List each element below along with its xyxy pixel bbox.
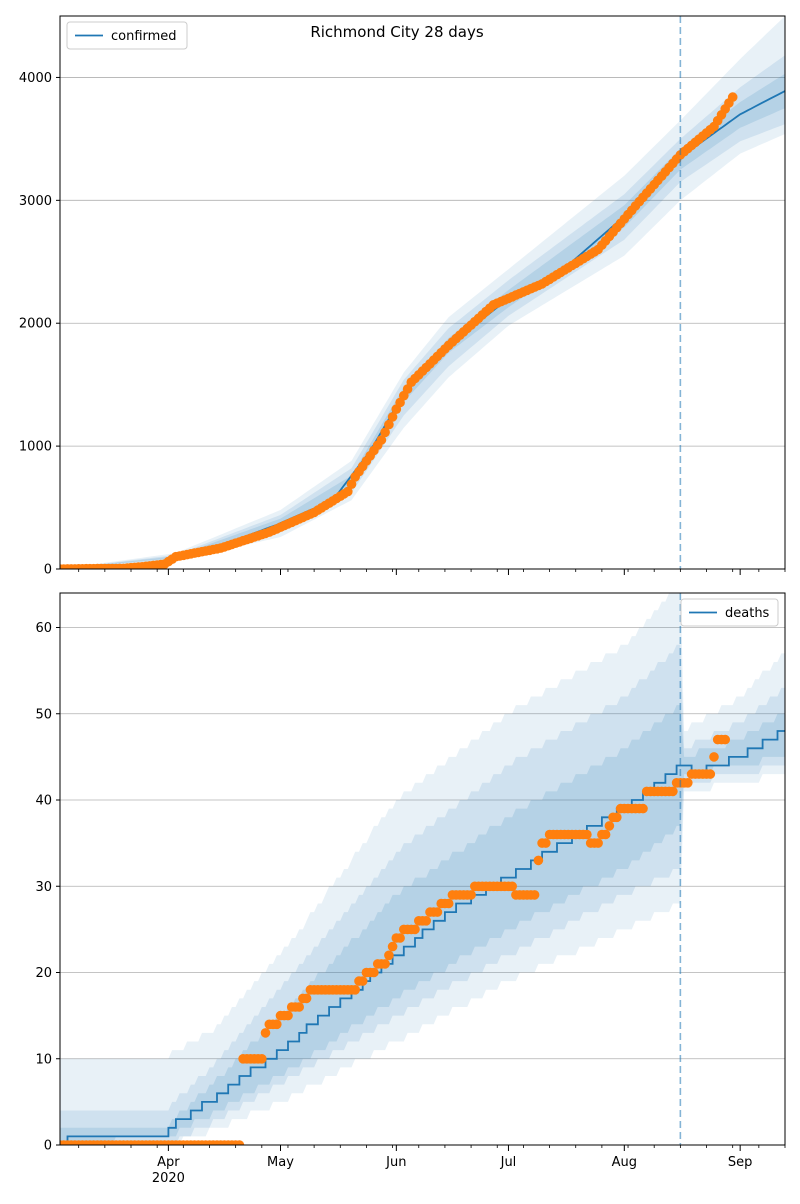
y-tick-label: 30 (35, 880, 52, 895)
x-tick-sublabel: 2020 (152, 1171, 185, 1186)
legend-label: deaths (725, 606, 770, 621)
observed-point (432, 907, 443, 917)
observed-point (709, 752, 719, 762)
observed-point (380, 959, 390, 969)
observed-point (301, 993, 312, 1004)
legend-label: confirmed (111, 29, 177, 44)
observed-point (593, 838, 603, 848)
observed-point (466, 890, 476, 900)
observed-point (384, 419, 394, 430)
uncertainty-band (60, 644, 785, 1145)
plot-area (60, 593, 785, 1145)
y-tick-label: 0 (44, 1139, 52, 1154)
observed-point (443, 898, 454, 909)
observed-point (720, 734, 730, 745)
observed-point (395, 933, 405, 943)
observed-point (376, 435, 387, 445)
observed-point (234, 1140, 245, 1145)
observed-point (384, 950, 394, 961)
observed-point (705, 769, 716, 779)
observed-point (346, 479, 357, 490)
observed-point (257, 1054, 267, 1064)
y-tick-label: 1000 (19, 440, 52, 455)
y-tick-label: 3000 (19, 194, 52, 209)
observed-point (507, 881, 517, 892)
observed-point (343, 486, 353, 497)
uncertainty-band (60, 593, 785, 1145)
y-tick-label: 2000 (19, 317, 52, 332)
x-tick-label: Aug (612, 1155, 637, 1170)
observed-point (387, 941, 398, 952)
y-tick-label: 40 (35, 794, 52, 809)
observed-point (421, 916, 432, 926)
observed-point (350, 985, 361, 995)
legend-box (680, 598, 779, 627)
observed-point (533, 855, 544, 866)
y-tick-label: 10 (35, 1052, 52, 1067)
model-line (60, 730, 785, 1145)
chart-title: Richmond City 28 days (310, 23, 484, 41)
observed-point (541, 838, 551, 848)
observed-point (410, 924, 420, 935)
observed-point (529, 890, 540, 900)
observed-point (260, 1028, 271, 1038)
x-tick-label: Apr (157, 1155, 180, 1170)
observed-point (668, 786, 678, 797)
x-tick-label: May (267, 1155, 294, 1170)
observed-point (582, 829, 592, 840)
axes-frame (59, 592, 786, 1146)
confirmed-panel: 0 1000 2000 3000 4000 confirmed (19, 15, 786, 578)
observed-point (369, 967, 379, 978)
observed-point (294, 1002, 305, 1012)
observed-point (272, 1019, 282, 1030)
observed-point (600, 829, 611, 840)
observed-point (357, 976, 368, 986)
observed-point (604, 821, 615, 831)
y-tick-label: 20 (35, 966, 52, 981)
observed-point (612, 812, 622, 823)
observed-point (727, 92, 738, 102)
observed-point (380, 427, 390, 438)
y-tick-label: 0 (44, 563, 52, 578)
observed-point (683, 778, 693, 788)
plot-area (60, 16, 785, 569)
observed-point (283, 1010, 293, 1021)
legend-box (66, 21, 188, 50)
y-tick-label: 50 (35, 707, 52, 722)
observed-point (638, 803, 648, 814)
y-tick-label: 60 (35, 621, 52, 636)
x-tick-label: Sep (728, 1155, 753, 1170)
legend: confirmed (66, 21, 188, 50)
legend: deaths (680, 598, 779, 627)
axes-frame (59, 15, 786, 570)
x-tick-label: Jun (385, 1155, 406, 1170)
x-tick-label: Jul (500, 1155, 517, 1170)
observed-point (387, 412, 398, 422)
y-tick-label: 4000 (19, 71, 52, 86)
